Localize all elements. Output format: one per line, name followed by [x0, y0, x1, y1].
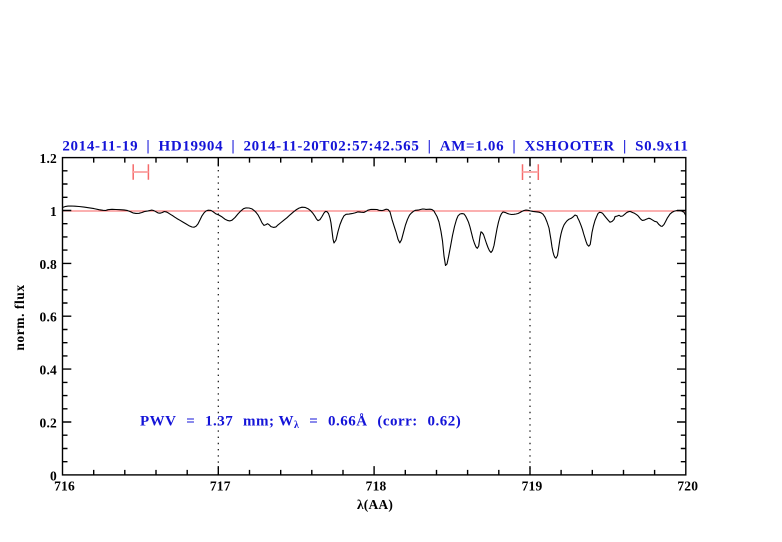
- svg-text:0.4: 0.4: [40, 363, 58, 378]
- svg-text:720: 720: [677, 479, 698, 494]
- svg-text:716: 716: [54, 479, 75, 494]
- svg-text:norm. flux: norm. flux: [12, 284, 27, 350]
- svg-text:0.8: 0.8: [40, 257, 58, 272]
- svg-text:0.6: 0.6: [40, 310, 58, 325]
- svg-text:717: 717: [210, 479, 231, 494]
- svg-text:2014-11-19 | HD19904 | 201: 2014-11-19 | HD19904 | 2014-11-20T02:57:…: [62, 138, 688, 154]
- svg-text:719: 719: [522, 479, 543, 494]
- svg-text:1.2: 1.2: [40, 151, 58, 166]
- svg-text:PWV = 1.37 mm; Wλ = 0.66Å: PWV = 1.37 mm; Wλ = 0.66Å (corr: 0.62): [140, 414, 461, 432]
- svg-text:1: 1: [50, 204, 57, 219]
- svg-text:λ(AA): λ(AA): [357, 497, 393, 512]
- svg-text:0.2: 0.2: [40, 416, 58, 431]
- svg-text:718: 718: [366, 479, 387, 494]
- svg-text:0: 0: [50, 468, 57, 483]
